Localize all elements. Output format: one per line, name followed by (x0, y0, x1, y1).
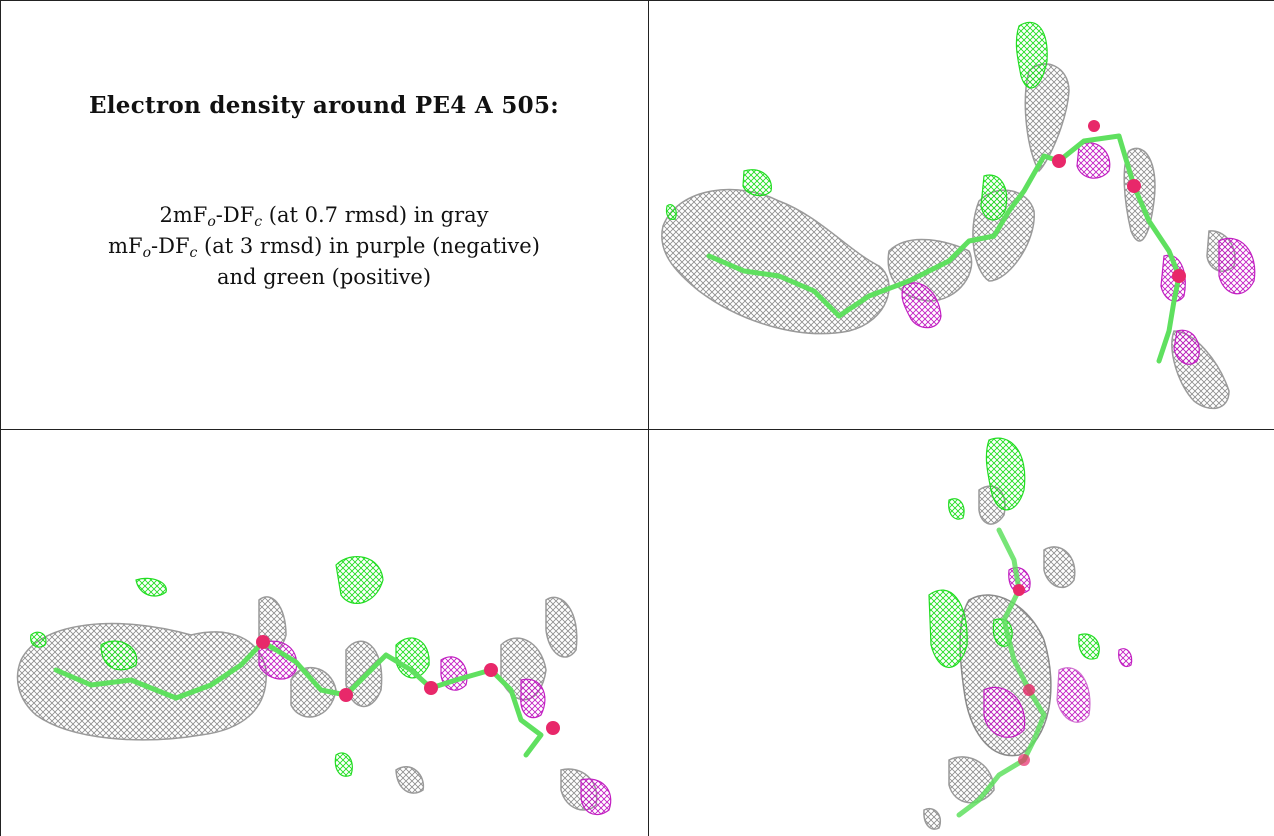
oxygen-atoms (1052, 120, 1186, 283)
purple-density-mesh (901, 142, 1256, 365)
view-bottom-right (649, 430, 1274, 836)
legend-line-fofc: mFo-DFc (at 3 rmsd) in purple (negative) (0, 231, 648, 262)
ligand-stick-model (53, 639, 544, 758)
green-density-mesh (665, 21, 1048, 221)
density-render-bottom-left (16, 556, 612, 816)
subscript-o: o (207, 214, 216, 230)
legend-text-gray: (at 0.7 rmsd) in gray (262, 203, 489, 227)
purple-density-mesh (983, 567, 1133, 738)
gray-density-mesh (923, 485, 1076, 830)
green-density-mesh (30, 556, 430, 777)
table-row-divider (0, 429, 1274, 430)
legend-text-purple: (at 3 rmsd) in purple (negative) (197, 234, 540, 258)
green-density-mesh (928, 437, 1100, 669)
term-2mf: 2mF (159, 203, 208, 227)
oxygen-atoms (1013, 584, 1035, 766)
caption-cell: Electron density around PE4 A 505: 2mFo-… (0, 0, 648, 429)
figure-title: Electron density around PE4 A 505: (88, 92, 560, 119)
oxygen-atoms (256, 635, 560, 735)
table-column-divider (648, 0, 649, 836)
gray-density-mesh (16, 596, 598, 811)
density-render-bottom-right (923, 437, 1133, 830)
subscript-o: o (142, 245, 152, 261)
term-df: -DF (215, 203, 255, 227)
ligand-stick-model (706, 133, 1182, 364)
view-top-right (649, 1, 1274, 429)
purple-density-mesh (258, 640, 612, 816)
subscript-c: c (189, 245, 198, 261)
view-bottom-left (1, 430, 648, 836)
subscript-c: c (254, 214, 263, 230)
legend-line-2fofc: 2mFo-DFc (at 0.7 rmsd) in gray (0, 200, 648, 231)
figure-description: 2mFo-DFc (at 0.7 rmsd) in gray mFo-DFc (… (0, 200, 648, 293)
table-border-top (0, 0, 1274, 1)
legend-line-green: and green (positive) (216, 265, 432, 289)
table-border-left (0, 0, 1, 836)
gray-density-mesh (661, 63, 1236, 410)
term-df: -DF (151, 234, 190, 258)
term-mf: mF (108, 234, 143, 258)
density-render-top-right (661, 21, 1256, 410)
